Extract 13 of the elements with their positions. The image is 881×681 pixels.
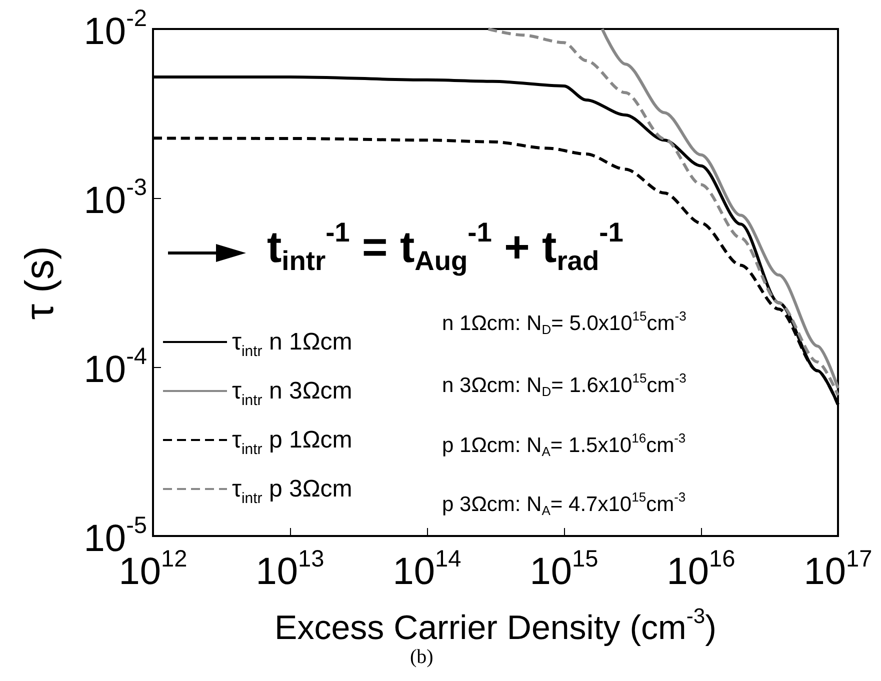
annotation: n 3Ωcm: N$_{D}$= 1.6x10$^{15}$cm$^{-3}$ <box>441 370 688 399</box>
y-tick-label: 10$^{-2}$ <box>84 5 147 55</box>
annotation: n 1Ωcm: N$_{D}$= 5.0x10$^{15}$cm$^{-3}$ <box>441 308 688 337</box>
y-tick-label: 10$^{-3}$ <box>84 174 147 224</box>
x-tick-label: 10$^{13}$ <box>256 545 324 595</box>
x-tick-label: 10$^{17}$ <box>804 545 872 595</box>
y-tick-label: 10$^{-4}$ <box>84 343 147 393</box>
annotation: p 1Ωcm: N$_{A}$= 1.5x10$^{16}$cm$^{-3}$ <box>441 430 687 459</box>
x-tick-label: 10$^{15}$ <box>530 545 598 595</box>
y-axis-title: τ (s) <box>17 246 63 320</box>
x-tick-label: 10$^{14}$ <box>392 545 462 595</box>
annotation: p 3Ωcm: N$_{A}$= 4.7x10$^{15}$cm$^{-3}$ <box>441 489 687 518</box>
x-tick-label: 10$^{16}$ <box>666 545 736 595</box>
